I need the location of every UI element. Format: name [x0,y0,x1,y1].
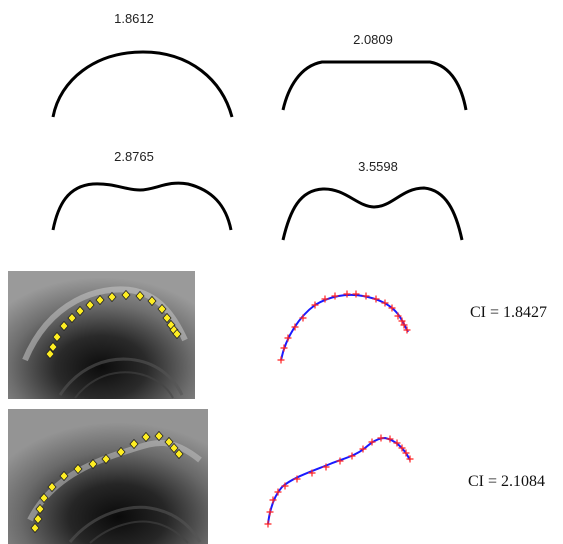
fit-marker [398,317,406,325]
fit-marker [352,290,360,298]
fit-marker [386,435,394,443]
image-marker [101,453,111,465]
image-marker [47,481,57,493]
fit-marker [321,295,329,303]
image-marker [135,290,145,302]
image-marker [39,492,49,504]
image-marker [141,431,151,443]
fit-marker [274,488,282,496]
image-marker [33,513,43,525]
shape-3-value: 2.8765 [114,149,154,164]
fit-marker [331,292,339,300]
fit-marker [269,496,277,504]
image-marker [174,448,184,460]
image-marker [95,294,105,306]
fit-marker [381,299,389,307]
shape-1-value: 1.8612 [114,11,154,26]
image-marker [88,458,98,470]
image-marker [67,312,77,324]
fit-marker [398,444,406,452]
fit-marker [388,304,396,312]
fit-marker [402,449,410,457]
image-marker [164,436,174,448]
fit-marker [266,508,274,516]
image-2-markers [30,430,184,534]
fit-marker [336,457,344,465]
fit-marker [308,469,316,477]
image-marker [157,303,167,315]
fit-marker [400,321,408,329]
fit-marker [277,356,285,364]
fitted-curve-2 [264,434,414,528]
image-marker [154,430,164,442]
image-marker [85,299,95,311]
fit-marker [362,292,370,300]
image-marker [35,503,45,515]
image-marker [59,320,69,332]
fit-marker [348,452,356,460]
fitted-curve-1 [277,290,411,364]
image-marker [107,291,117,303]
fit-marker [377,434,385,442]
shape-2-curve [281,60,468,111]
fit-marker [322,463,330,471]
fit-marker [291,323,299,331]
ultrasound-image-1 [8,271,195,399]
fit-marker [311,301,319,309]
fit-marker [403,326,411,334]
image-marker [162,312,172,324]
fit-marker [406,455,414,463]
fit-marker [281,482,289,490]
fit-marker [299,314,307,322]
shape-4-value: 3.5598 [358,159,398,174]
fit-marker [280,344,288,352]
image-marker [52,331,62,343]
fit-2-markers [264,434,414,528]
fit-marker [293,475,301,483]
image-marker [59,470,69,482]
fit-marker [394,312,402,320]
image-1-markers [45,289,182,360]
fit-marker [368,438,376,446]
image-marker [147,295,157,307]
fit-marker [264,520,272,528]
image-marker [73,463,83,475]
ci-value-2: CI = 2.1084 [468,473,545,490]
shape-4-curve [281,186,464,241]
fit-marker [343,290,351,298]
fit-marker [393,439,401,447]
image-marker [48,341,58,353]
image-marker [75,305,85,317]
shape-1-curve [51,50,234,118]
ci-value-1: CI = 1.8427 [470,304,547,321]
image-marker [116,446,126,458]
shape-3-curve [51,181,233,231]
image-marker [121,289,131,301]
fit-marker [372,295,380,303]
ultrasound-image-2 [8,409,208,544]
fit-marker [284,334,292,342]
image-marker [169,442,179,454]
fit-marker [359,445,367,453]
image-marker [45,348,55,360]
fit-1-markers [277,290,411,364]
image-marker [129,438,139,450]
image-marker [30,522,40,534]
image-marker [172,328,182,340]
shape-2-value: 2.0809 [353,32,393,47]
